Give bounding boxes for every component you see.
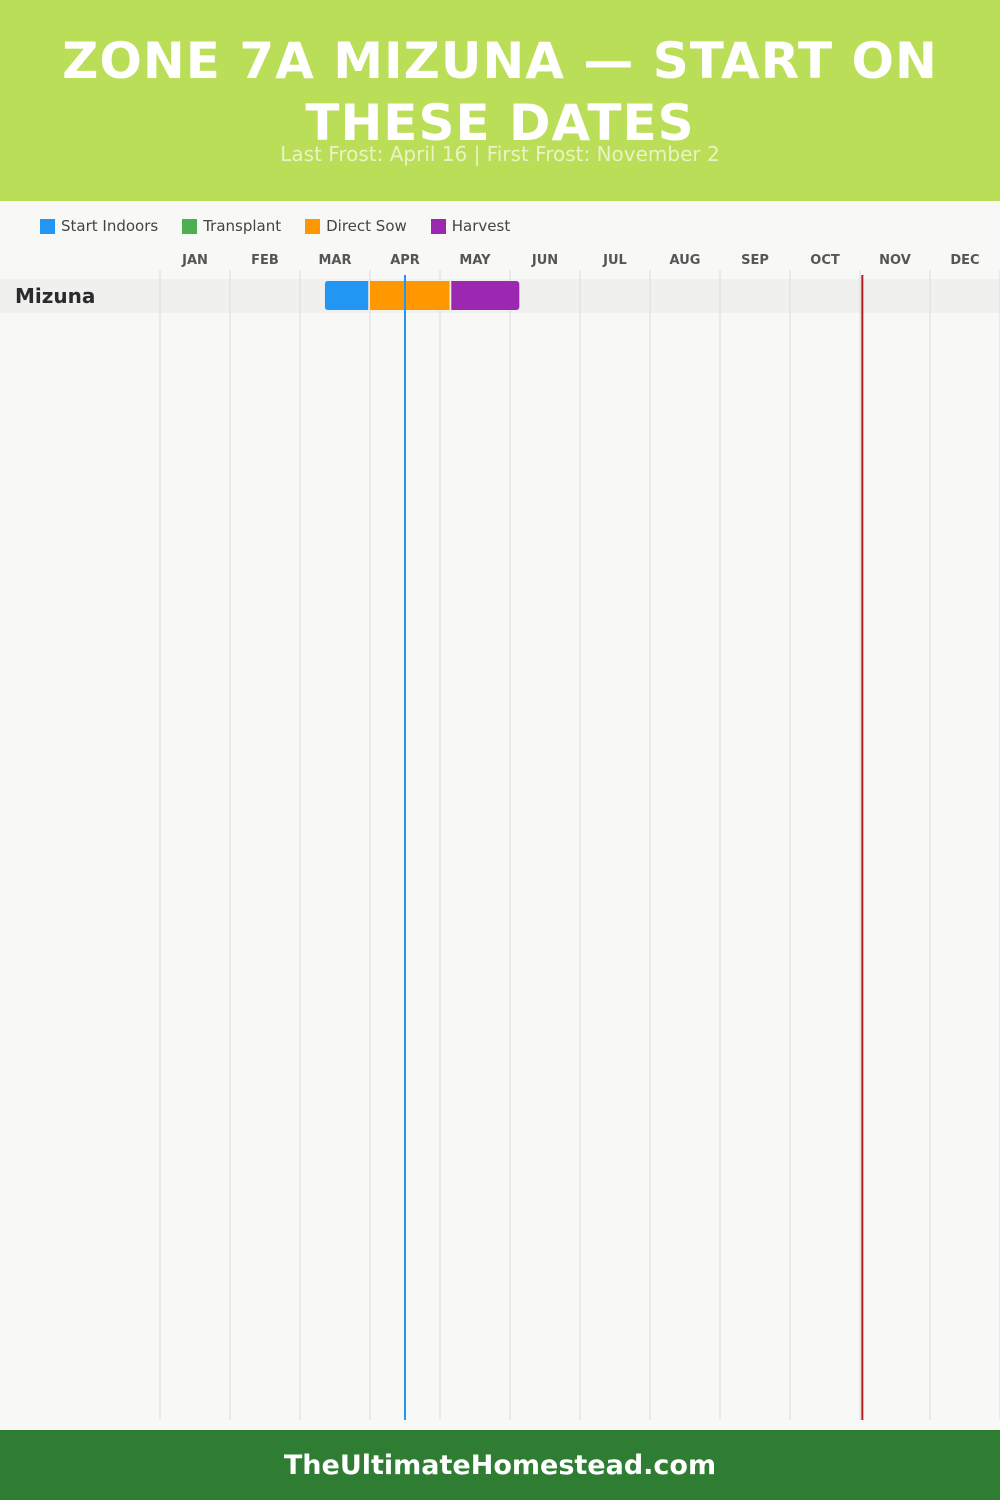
footer-banner: TheUltimateHomestead.com [0, 1430, 1000, 1500]
crop-label: Mizuna [15, 284, 95, 308]
month-label-nov: NOV [879, 253, 911, 268]
legend-label: Harvest [451, 217, 511, 235]
legend: Start Indoors Transplant Direct Sow Harv… [40, 214, 534, 238]
month-label-feb: FEB [251, 253, 279, 268]
legend-label: Transplant [203, 217, 282, 235]
start-indoors-swatch [40, 218, 55, 234]
legend-item-direct-sow: Direct Sow [305, 217, 407, 235]
direct-sow-bar [370, 281, 450, 310]
header-banner: Zone 7a Mizuna — Start on these dates La… [0, 0, 1000, 201]
legend-label: Direct Sow [326, 217, 407, 235]
page-title: Zone 7a Mizuna — Start on these dates [62, 32, 938, 152]
month-label-mar: MAR [318, 253, 351, 268]
harvest-swatch [430, 218, 446, 234]
month-label-oct: OCT [810, 253, 840, 268]
month-label-apr: APR [390, 253, 420, 268]
transplant-swatch [182, 218, 198, 234]
month-label-dec: DEC [950, 253, 979, 268]
month-label-jan: JAN [181, 253, 208, 268]
site-url[interactable]: TheUltimateHomestead.com [283, 1449, 717, 1481]
frost-dates-subtitle: Last Frost: April 16 | First Frost: Nove… [280, 142, 720, 166]
legend-item-transplant: Transplant [182, 217, 281, 235]
legend-label: Start Indoors [61, 217, 159, 235]
month-label-may: MAY [459, 253, 491, 268]
harvest-bar [451, 281, 520, 310]
month-label-jul: JUL [602, 253, 627, 268]
legend-item-start-indoors: Start Indoors [40, 217, 158, 235]
legend-item-harvest: Harvest [430, 217, 511, 235]
month-label-jun: JUN [531, 253, 558, 268]
month-label-aug: AUG [670, 253, 701, 268]
start-indoors-bar [324, 281, 369, 310]
direct-sow-swatch [305, 218, 321, 234]
month-label-sep: SEP [741, 253, 769, 268]
